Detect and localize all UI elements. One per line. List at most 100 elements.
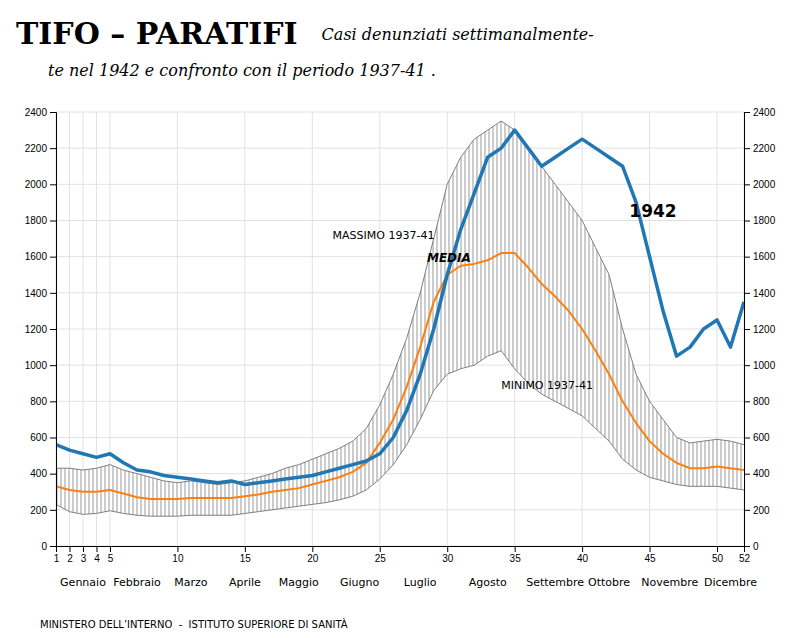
x-axis-tick: 52: [739, 546, 751, 564]
y2-axis-tick-mark: [744, 221, 750, 222]
x-axis-tick: 10: [172, 546, 184, 564]
y-axis-tick-label: 1400: [25, 288, 48, 299]
x-axis-tick: 35: [510, 546, 522, 564]
y2-axis-tick-mark: [744, 112, 750, 113]
y-axis-tick-label: 2400: [25, 107, 48, 118]
y-axis-tick: 1400: [25, 288, 56, 299]
y-axis-tick-label: 1200: [25, 324, 48, 335]
y2-axis-tick: 2200: [744, 143, 776, 154]
y2-axis-tick-mark: [744, 184, 750, 185]
x-axis-tick: 5: [108, 546, 114, 564]
y2-axis-tick-label: 600: [753, 432, 770, 443]
x-axis-tick-mark: [96, 546, 97, 552]
y2-axis-tick-label: 0: [753, 541, 759, 552]
y-axis-tick: 200: [30, 505, 56, 516]
x-axis-tick-mark: [447, 546, 448, 552]
y-axis-tick: 2400: [25, 107, 56, 118]
y-grid-line: [56, 256, 744, 257]
x-axis-tick-label: 3: [81, 553, 87, 564]
month-label: Maggio: [279, 576, 319, 589]
plot: 1234510152025303540455052020040060080010…: [25, 107, 776, 589]
x-axis-tick: 1: [54, 546, 60, 564]
subtitle: te nel 1942 e confronto con il periodo 1…: [48, 61, 436, 80]
y-axis-tick-label: 800: [30, 396, 47, 407]
y-axis-tick: 800: [30, 396, 56, 407]
x-axis-tick-label: 30: [442, 553, 454, 564]
data-marks: [56, 121, 744, 516]
y2-axis-tick-mark: [744, 257, 750, 258]
y2-axis-tick-label: 1000: [753, 360, 776, 371]
y-axis-tick: 1200: [25, 324, 56, 335]
y-axis-tick: 600: [30, 432, 56, 443]
y-axis-tick-label: 2000: [25, 179, 48, 190]
y-axis: 0200400600800100012001400160018002000220…: [25, 107, 57, 552]
x-axis-tick-label: 2: [67, 553, 73, 564]
x-grid-line: [379, 112, 380, 546]
annotation: MINIMO 1937-41: [501, 379, 593, 392]
x-axis-tick-mark: [717, 546, 718, 552]
x-axis-tick-mark: [380, 546, 381, 552]
x-axis-tick-label: 50: [712, 553, 724, 564]
x-axis-tick-label: 40: [577, 553, 589, 564]
footer: MINISTERO DELL’INTERNO - ISTITUTO SUPERI…: [40, 618, 348, 630]
grid: [56, 112, 744, 546]
y-axis-tick-label: 0: [41, 541, 47, 552]
y2-axis-line: [745, 113, 751, 547]
line: [56, 130, 744, 484]
x-axis-tick: 4: [94, 546, 100, 564]
x-axis-tick-label: 4: [94, 553, 100, 564]
month-labels: GennaioFebbraioMarzoAprileMaggioGiugnoLu…: [60, 576, 757, 589]
x-axis-tick-label: 10: [172, 553, 184, 564]
y2-axis-tick: 200: [744, 505, 770, 516]
x-axis-tick-mark: [110, 546, 111, 552]
y2-axis-tick-mark: [744, 474, 750, 475]
y-grid-line: [56, 184, 744, 185]
y-axis-tick-mark: [50, 329, 56, 330]
x-axis-tick: 2: [67, 546, 73, 564]
x-axis-tick-label: 45: [645, 553, 657, 564]
y-axis-tick: 2200: [25, 143, 56, 154]
y2-axis-tick-mark: [744, 148, 750, 149]
chart: TIFO – PARATIFICasi denunziati settimana…: [0, 0, 800, 638]
month-label: Agosto: [469, 576, 507, 589]
y2-axis-tick: 800: [744, 396, 770, 407]
y2-axis-tick-label: 2000: [753, 179, 776, 190]
y2-axis-tick: 600: [744, 432, 770, 443]
y-axis-tick-mark: [50, 474, 56, 475]
y-axis-tick-mark: [50, 546, 56, 547]
x-axis-tick-label: 52: [739, 553, 751, 564]
month-label: Dicembre: [704, 576, 757, 589]
y2-axis-tick: 0: [744, 541, 759, 552]
x-axis-tick: 45: [645, 546, 657, 564]
y2-axis-tick: 1800: [744, 215, 776, 226]
y-axis-tick-label: 1000: [25, 360, 48, 371]
month-label: Aprile: [229, 576, 261, 589]
y-axis-tick: 1000: [25, 360, 56, 371]
y2-axis-tick-mark: [744, 401, 750, 402]
y-axis-tick: 400: [30, 468, 56, 479]
y-axis-tick-label: 600: [30, 432, 47, 443]
month-label: Novembre: [641, 576, 698, 589]
y-grid-line: [56, 329, 744, 330]
month-label: Settembre: [526, 576, 584, 589]
x-axis-tick-mark: [650, 546, 651, 552]
y2-axis-tick-label: 200: [753, 505, 770, 516]
y-grid-line: [56, 148, 744, 149]
y-axis-tick-mark: [50, 184, 56, 185]
y2-axis-tick: 1200: [744, 324, 776, 335]
y2-axis-tick: 2400: [744, 107, 776, 118]
y2-axis-tick-mark: [744, 329, 750, 330]
x-axis-tick-mark: [582, 546, 583, 552]
x-axis-tick-label: 25: [375, 553, 387, 564]
y-axis-tick: 1600: [25, 251, 56, 262]
annotations: MASSIMO 1937-41MEDIAMINIMO 1937-411942: [333, 201, 677, 392]
month-label: Gennaio: [60, 576, 106, 589]
x-axis-tick-label: 1: [54, 553, 60, 564]
y-axis-tick-mark: [50, 293, 56, 294]
y2-axis: 0200400600800100012001400160018002000220…: [744, 107, 776, 552]
x-grid-line: [649, 112, 650, 546]
y2-axis-tick-label: 400: [753, 468, 770, 479]
y2-axis-tick: 1400: [744, 288, 776, 299]
annotation: 1942: [629, 201, 676, 221]
y-axis-tick-mark: [50, 257, 56, 258]
